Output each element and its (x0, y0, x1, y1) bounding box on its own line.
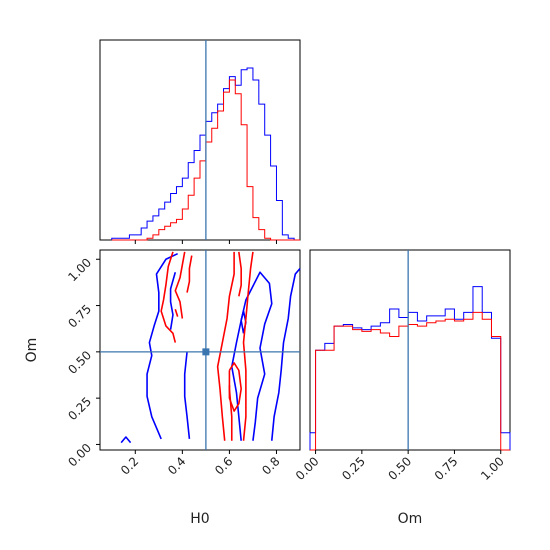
contour-line-1 (169, 272, 177, 330)
contour-line-2 (183, 351, 191, 439)
contour-line-8 (174, 251, 186, 319)
om-x-tick-label-0: 0.00 (293, 454, 322, 483)
h0-om-contour-panel (99, 249, 301, 451)
om-histogram-line-0 (309, 286, 511, 450)
contour-line-9 (186, 255, 193, 293)
contour-line-11 (216, 251, 235, 441)
contour-line-15 (228, 362, 242, 412)
h0-x-tick-label-0: 0.2 (118, 454, 141, 477)
om-x-tick-label-3: 0.75 (432, 454, 461, 483)
truth-marker (202, 348, 210, 356)
axis-ticks: 0.2 0.4 0.6 0.8 0.00 0.25 0.50 0.75 1.00 0.00 0.25… (65, 240, 507, 483)
h0-x-tick-label-3: 0.8 (259, 454, 282, 477)
om-x-tick-label-1: 0.25 (339, 454, 368, 483)
om-y-tick-label-2: 0.50 (65, 348, 94, 377)
contour-line-5 (270, 268, 301, 441)
om-histogram-series (309, 286, 511, 451)
y-axis-label-om: Om (24, 338, 40, 363)
h0-x-tick-label-1: 0.4 (165, 454, 188, 477)
om-y-tick-label-4: 1.00 (65, 255, 94, 284)
om-histogram-panel (309, 249, 511, 451)
h0-histogram-line-0 (111, 67, 300, 241)
om-x-tick-label-2: 0.50 (385, 454, 414, 483)
h0-histogram-panel (99, 39, 301, 241)
contour-series (120, 251, 301, 444)
h0-x-tick-label-2: 0.6 (212, 454, 235, 477)
contour-line-13 (242, 251, 254, 441)
contour-line-3 (120, 436, 132, 444)
contour-line-14 (238, 251, 242, 297)
om-x-tick-label-4: 1.00 (478, 454, 507, 483)
om-histogram-line-1 (310, 311, 510, 451)
contour-line-7 (160, 251, 177, 343)
contour-line-10 (174, 309, 179, 317)
x-axis-label-om: Om (398, 511, 423, 527)
om-y-tick-label-0: 0.00 (65, 441, 94, 470)
om-y-tick-label-3: 0.75 (65, 302, 94, 331)
x-axis-label-h0: H0 (190, 511, 209, 527)
om-y-tick-label-1: 0.25 (65, 394, 94, 423)
truth-markers (100, 40, 409, 450)
contour-line-4 (230, 271, 273, 441)
contour-line-0 (146, 252, 178, 440)
